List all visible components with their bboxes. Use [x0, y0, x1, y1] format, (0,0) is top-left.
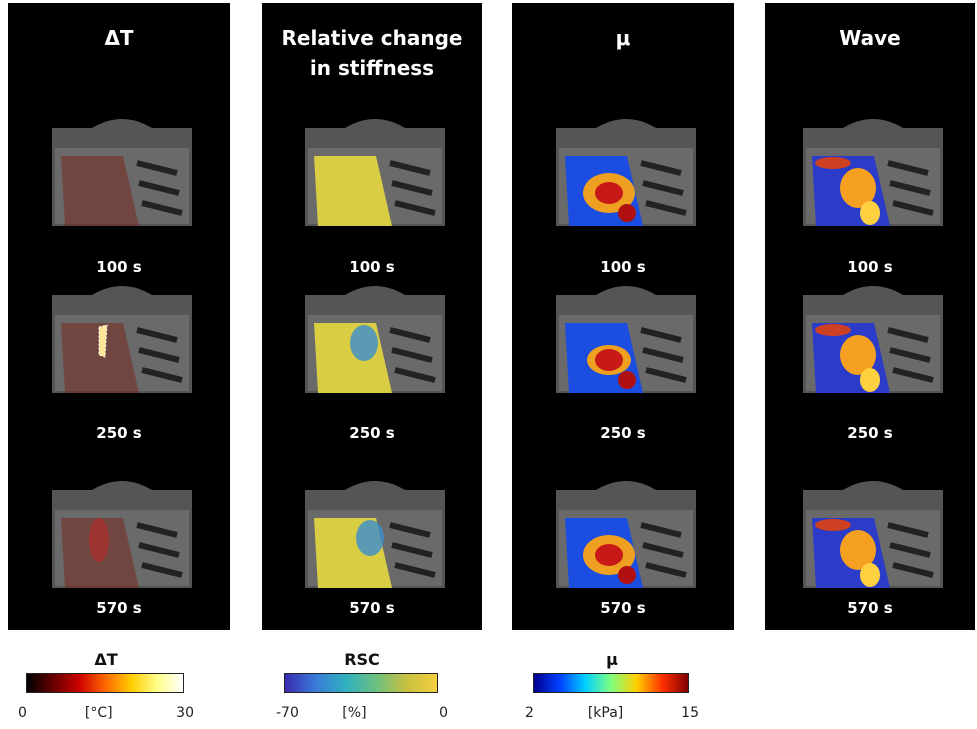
- colorbar-gradient: [26, 673, 184, 693]
- mri-image: [803, 481, 943, 588]
- colorbar-gradient: [533, 673, 689, 693]
- frame-label: 100 s: [600, 258, 646, 276]
- panel-title: Relative change in stiffness: [281, 26, 463, 80]
- mri-image: [556, 119, 696, 226]
- colorbar-title: μ: [606, 650, 618, 669]
- mri-image: [803, 119, 943, 226]
- mri-image: [305, 286, 445, 393]
- panel-title: ΔT: [104, 26, 134, 50]
- frame-label: 570 s: [349, 599, 395, 617]
- panel: Relative change in stiffness 100 s 250 s 57…: [262, 3, 482, 630]
- mri-image: [803, 286, 943, 393]
- frame-label: 100 s: [96, 258, 142, 276]
- colorbar-max: 15: [681, 705, 699, 721]
- colorbar-unit: [kPa]: [587, 705, 624, 721]
- panel-title: μ: [615, 26, 631, 50]
- frame-label: 250 s: [96, 424, 142, 442]
- colorbar-min: 2: [525, 705, 534, 721]
- frame-label: 250 s: [847, 424, 893, 442]
- colorbar-gradient: [284, 673, 438, 693]
- colorbar-title: RSC: [344, 650, 380, 669]
- frame-label: 250 s: [349, 424, 395, 442]
- frame-label: 570 s: [600, 599, 646, 617]
- frame-label: 570 s: [847, 599, 893, 617]
- frame-label: 250 s: [600, 424, 646, 442]
- panel: Wave 100 s 250 s 570 s: [765, 3, 975, 630]
- mri-image: [556, 481, 696, 588]
- panel-title: Wave: [839, 26, 901, 50]
- frame-label: 100 s: [847, 258, 893, 276]
- frame-label: 100 s: [349, 258, 395, 276]
- colorbar-title: ΔT: [94, 650, 118, 669]
- colorbar-min: 0: [18, 705, 27, 721]
- colorbar: ΔT 0 [°C] 30: [18, 648, 194, 728]
- mri-image: [305, 119, 445, 226]
- frame-label: 570 s: [96, 599, 142, 617]
- colorbar-unit: [°C]: [84, 705, 113, 721]
- mri-image: [52, 286, 192, 393]
- colorbar-max: 0: [439, 705, 448, 721]
- panel: μ 100 s 250 s 570 s: [512, 3, 734, 630]
- panel: ΔT 100 s 250 s 570 s: [8, 3, 230, 630]
- colorbar-unit: [%]: [342, 705, 367, 721]
- mri-image: [52, 119, 192, 226]
- colorbar-min: -70: [276, 705, 299, 721]
- colorbar-max: 30: [176, 705, 194, 721]
- mri-image: [556, 286, 696, 393]
- mri-image: [52, 481, 192, 588]
- colorbar: RSC -70 [%] 0: [276, 648, 448, 728]
- mri-image: [305, 481, 445, 588]
- colorbar: μ 2 [kPa] 15: [525, 648, 699, 728]
